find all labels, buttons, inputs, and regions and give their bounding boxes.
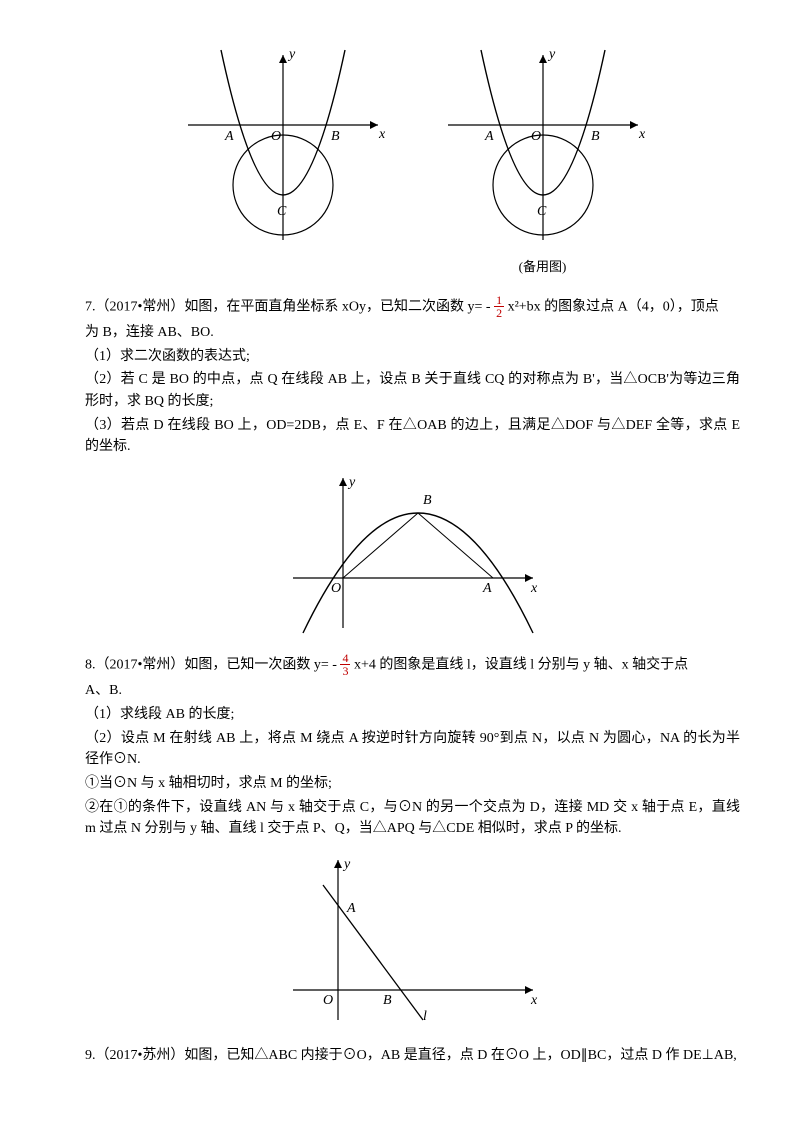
axis-y-label: y — [347, 475, 356, 490]
point-B: B — [331, 129, 340, 144]
point-A: A — [224, 129, 234, 144]
p8-line1b: x+4 的图象是直线 l，设直线 l 分别与 y 轴、x 轴交于点 — [354, 658, 688, 673]
p8-line5: ①当⊙N 与 x 轴相切时，求点 M 的坐标; — [85, 773, 740, 795]
point-A: A — [482, 581, 492, 596]
p8-line2: A、B. — [85, 680, 740, 702]
figure-problem-7: y x O A B — [85, 468, 740, 638]
point-C: C — [277, 204, 287, 219]
p8-line1a: 8.（2017•常州）如图，已知一次函数 y= - — [85, 658, 337, 673]
p7-line1b: x²+bx 的图象过点 A（4，0），顶点 — [508, 300, 719, 315]
figure-parabola-left: y x A O B C — [173, 40, 393, 275]
p7-line2: 为 B，连接 AB、BO. — [85, 322, 740, 344]
point-A: A — [346, 901, 356, 916]
p7-line1a: 7.（2017•常州）如图，在平面直角坐标系 xOy，已知二次函数 y= - — [85, 300, 491, 315]
p8-line3: （1）求线段 AB 的长度; — [85, 704, 740, 726]
axis-y-label: y — [547, 47, 556, 62]
p7-line3: （1）求二次函数的表达式; — [85, 346, 740, 368]
p9-line1: 9.（2017•苏州）如图，已知△ABC 内接于⊙O，AB 是直径，点 D 在⊙… — [85, 1045, 740, 1067]
point-O: O — [331, 581, 341, 596]
point-C: C — [537, 204, 547, 219]
point-O: O — [531, 129, 541, 144]
point-B: B — [383, 993, 392, 1008]
problem-9: 9.（2017•苏州）如图，已知△ABC 内接于⊙O，AB 是直径，点 D 在⊙… — [85, 1045, 740, 1067]
figure-parabola-right: y x A O B C (备用图) — [433, 40, 653, 275]
fraction-1-2: 12 — [494, 294, 504, 319]
axis-y-label: y — [287, 47, 296, 62]
line-l-label: l — [423, 1009, 427, 1024]
point-B: B — [591, 129, 600, 144]
axis-x-label: x — [530, 581, 538, 596]
top-figures-row: y x A O B C y x A O B C — [85, 40, 740, 275]
point-B: B — [423, 493, 432, 508]
figure-problem-8: y x O A B l — [85, 850, 740, 1030]
axis-y-label: y — [342, 857, 351, 872]
axis-x-label: x — [530, 993, 538, 1008]
problem-8: 8.（2017•常州）如图，已知一次函数 y= - 43 x+4 的图象是直线 … — [85, 653, 740, 840]
backup-caption: (备用图) — [433, 256, 653, 275]
problem-7: 7.（2017•常州）如图，在平面直角坐标系 xOy，已知二次函数 y= - 1… — [85, 295, 740, 458]
p7-line4: （2）若 C 是 BO 的中点，点 Q 在线段 AB 上，设点 B 关于直线 C… — [85, 369, 740, 412]
point-A: A — [484, 129, 494, 144]
axis-x-label: x — [378, 127, 386, 142]
axis-x-label: x — [638, 127, 646, 142]
fraction-4-3: 43 — [340, 652, 350, 677]
p7-line5: （3）若点 D 在线段 BO 上，OD=2DB，点 E、F 在△OAB 的边上，… — [85, 415, 740, 458]
p8-line4: （2）设点 M 在射线 AB 上，将点 M 绕点 A 按逆时针方向旋转 90°到… — [85, 728, 740, 771]
point-O: O — [323, 993, 333, 1008]
point-O: O — [271, 129, 281, 144]
p8-line6: ②在①的条件下，设直线 AN 与 x 轴交于点 C，与⊙N 的另一个交点为 D，… — [85, 797, 740, 840]
